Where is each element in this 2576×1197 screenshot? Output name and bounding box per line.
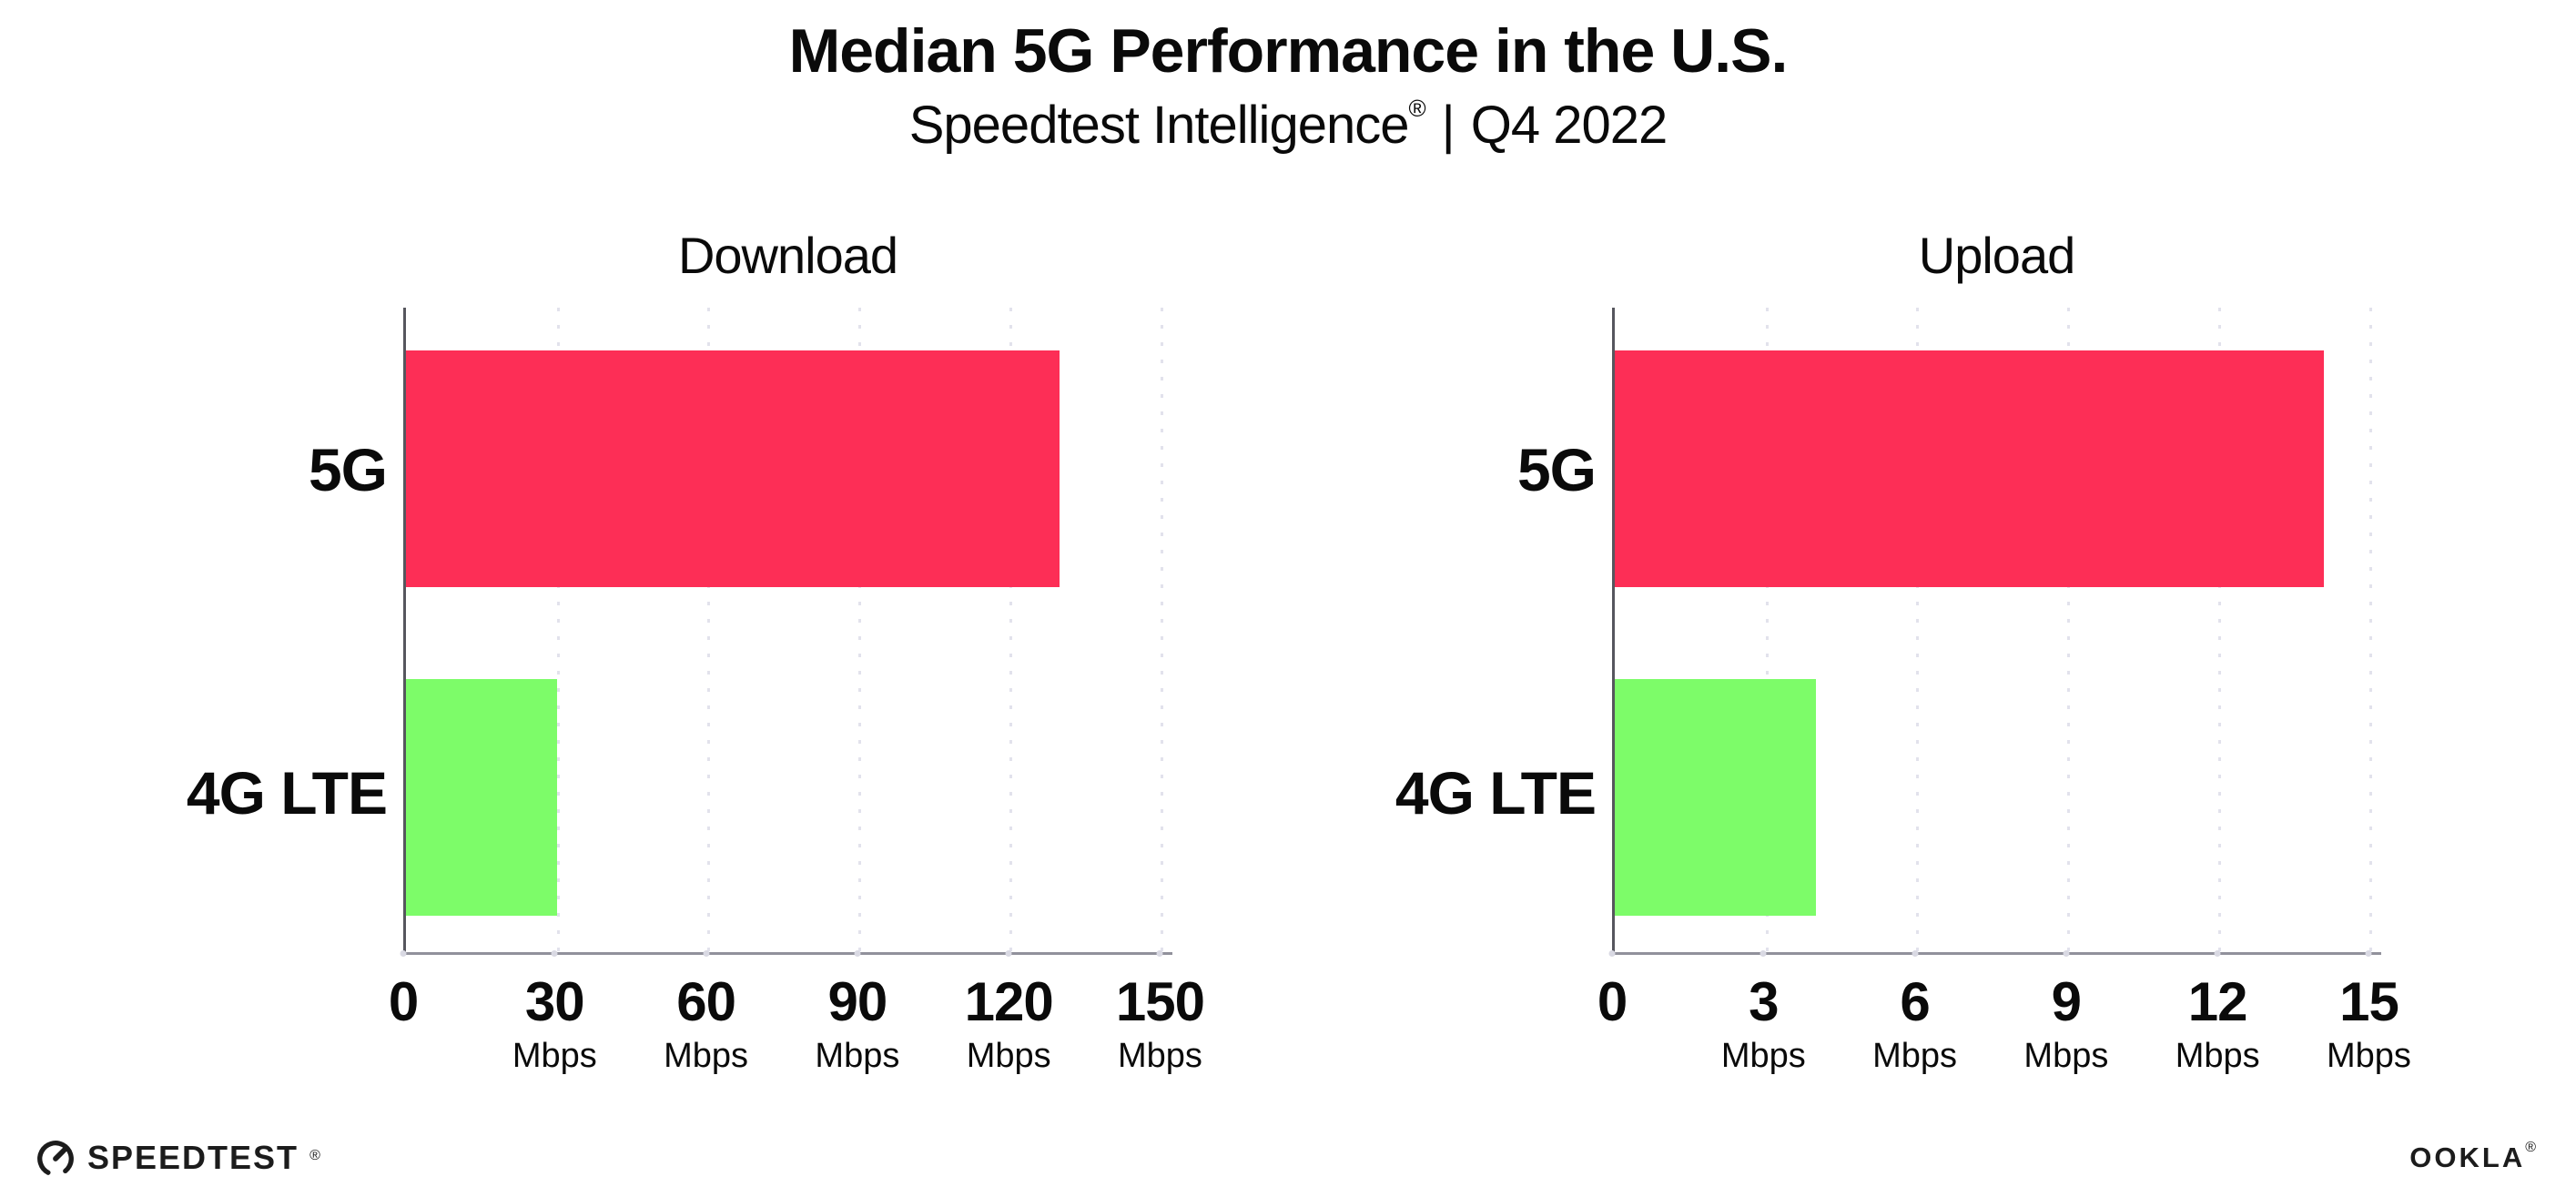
category-label-5g: 5G bbox=[1516, 435, 1597, 503]
download-plot-area bbox=[403, 308, 1172, 955]
x-tick-unit: Mbps bbox=[1720, 1037, 1806, 1075]
x-tick-unit: Mbps bbox=[2175, 1037, 2260, 1075]
upload-plot-area bbox=[1612, 308, 2381, 955]
x-tick-value: 9 bbox=[2051, 971, 2082, 1032]
registered-trademark-icon: ® bbox=[1408, 95, 1425, 123]
bar-5g bbox=[406, 350, 1060, 587]
chart-title-download: Download bbox=[677, 227, 898, 284]
ookla-trademark-icon: ® bbox=[2525, 1140, 2536, 1155]
page-title: Median 5G Performance in the U.S. bbox=[788, 16, 1789, 86]
x-tick-unit: Mbps bbox=[2023, 1037, 2109, 1075]
speedtest-logo-text: SPEEDTEST bbox=[87, 1139, 299, 1176]
bar-4g-lte bbox=[406, 679, 557, 916]
x-tick-unit: Mbps bbox=[664, 1037, 749, 1075]
x-tick-value: 60 bbox=[676, 971, 736, 1032]
chart-title-upload: Upload bbox=[1918, 227, 2075, 284]
x-tick-label: 0 bbox=[388, 971, 419, 1032]
x-tick-label: 3 Mbps bbox=[1720, 971, 1806, 1075]
x-tick-mark bbox=[551, 950, 558, 957]
download-chart: Download 5G 4G LTE 0 30 Mbps 60 Mbps 90 Mbps 12… bbox=[112, 218, 1205, 1114]
x-tick-label: 150 Mbps bbox=[1115, 971, 1205, 1075]
ookla-logo-text: OOKLA bbox=[2409, 1141, 2526, 1173]
x-tick-unit: Mbps bbox=[966, 1037, 1051, 1075]
x-tick-unit: Mbps bbox=[2327, 1037, 2411, 1075]
speedtest-trademark-icon: ® bbox=[309, 1148, 320, 1163]
x-tick-label: 30 Mbps bbox=[512, 971, 597, 1075]
x-tick-label: 60 Mbps bbox=[664, 971, 749, 1075]
x-tick-label: 9 Mbps bbox=[2023, 971, 2109, 1075]
x-tick-value: 120 bbox=[964, 971, 1054, 1032]
x-tick-label: 90 Mbps bbox=[815, 971, 900, 1075]
page-subtitle: Speedtest Intelligence® | Q4 2022 bbox=[0, 95, 2576, 156]
upload-chart: Upload 5G 4G LTE 0 3 Mbps 6 Mbps 9 Mbps 12 Mbps 1… bbox=[1321, 218, 2411, 1114]
x-tick-mark bbox=[1005, 950, 1012, 957]
x-tick-unit: Mbps bbox=[1872, 1037, 1958, 1075]
x-tick-label: 6 Mbps bbox=[1872, 971, 1958, 1075]
y-label-cell: 4G LTE bbox=[1321, 632, 1612, 956]
gridline bbox=[1916, 308, 1920, 952]
x-tick-value: 0 bbox=[388, 971, 419, 1032]
gridline bbox=[2368, 308, 2372, 952]
x-tick-mark bbox=[703, 950, 710, 957]
y-label-cell: 4G LTE bbox=[112, 632, 403, 956]
subtitle-separator: | bbox=[1441, 96, 1455, 156]
gridline bbox=[1160, 308, 1163, 952]
x-tick-mark bbox=[1912, 950, 1919, 957]
gridline bbox=[707, 308, 711, 952]
gridline bbox=[2217, 308, 2221, 952]
x-tick-mark bbox=[400, 950, 407, 957]
speedtest-logo: SPEEDTEST ® bbox=[35, 1137, 320, 1179]
x-tick-value: 0 bbox=[1597, 971, 1628, 1032]
header: Median 5G Performance in the U.S. Speedt… bbox=[0, 16, 2576, 156]
upload-x-axis: 0 3 Mbps 6 Mbps 9 Mbps 12 Mbps 15 Mbps bbox=[1597, 950, 2411, 1114]
x-tick-mark bbox=[2063, 950, 2070, 957]
upload-y-axis-labels: 5G 4G LTE bbox=[1321, 308, 1612, 955]
x-tick-value: 150 bbox=[1115, 971, 1205, 1032]
x-tick-unit: Mbps bbox=[815, 1037, 900, 1075]
download-x-axis: 0 30 Mbps 60 Mbps 90 Mbps 120 Mbps 150 Mbps bbox=[389, 950, 1205, 1114]
x-tick-label: 120 Mbps bbox=[964, 971, 1054, 1075]
x-tick-value: 12 bbox=[2187, 971, 2248, 1032]
gridline bbox=[858, 308, 862, 952]
footer: SPEEDTEST ® OOKLA® bbox=[35, 1133, 2536, 1182]
x-tick-unit: Mbps bbox=[512, 1037, 597, 1075]
gridline bbox=[556, 308, 560, 952]
y-label-cell: 5G bbox=[1321, 308, 1612, 632]
x-tick-value: 15 bbox=[2339, 971, 2399, 1032]
x-tick-mark bbox=[2214, 950, 2221, 957]
bar-5g bbox=[1615, 350, 2324, 587]
category-label-4g-lte: 4G LTE bbox=[1394, 759, 1597, 827]
x-tick-unit: Mbps bbox=[1118, 1037, 1202, 1075]
bar-4g-lte bbox=[1615, 679, 1816, 916]
download-y-axis-labels: 5G 4G LTE bbox=[112, 308, 403, 955]
gauge-icon bbox=[37, 1141, 74, 1177]
x-tick-label: 12 Mbps bbox=[2175, 971, 2260, 1075]
subtitle-period: Q4 2022 bbox=[1470, 96, 1668, 156]
category-label-4g-lte: 4G LTE bbox=[186, 759, 388, 827]
x-tick-value: 3 bbox=[1749, 971, 1779, 1032]
x-tick-value: 30 bbox=[524, 971, 585, 1032]
gridline bbox=[2067, 308, 2071, 952]
x-tick-label: 0 bbox=[1597, 971, 1628, 1032]
x-tick-label: 15 Mbps bbox=[2327, 971, 2411, 1075]
x-tick-mark bbox=[2365, 950, 2372, 957]
y-label-cell: 5G bbox=[112, 308, 403, 632]
x-tick-value: 6 bbox=[1900, 971, 1930, 1032]
gridline bbox=[1765, 308, 1769, 952]
x-tick-mark bbox=[1156, 950, 1163, 957]
x-tick-value: 90 bbox=[827, 971, 887, 1032]
subtitle-brand: Speedtest Intelligence bbox=[908, 96, 1410, 156]
gridline bbox=[1009, 308, 1012, 952]
x-tick-mark bbox=[1608, 950, 1616, 957]
x-tick-mark bbox=[1760, 950, 1767, 957]
ookla-logo: OOKLA® bbox=[2409, 1140, 2536, 1174]
x-tick-mark bbox=[854, 950, 861, 957]
category-label-5g: 5G bbox=[308, 435, 388, 503]
